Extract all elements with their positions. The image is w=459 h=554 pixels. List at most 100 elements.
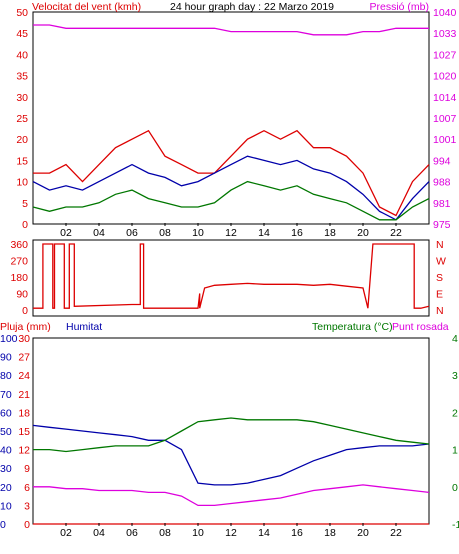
chart-title: 24 hour graph day : 22 Marzo 2019 [170,1,334,13]
temperature-tick-label: 2 [452,407,458,419]
wind-speed-tick-label: 40 [16,49,28,61]
pressure-tick-label: 1001 [433,134,457,146]
hour-label: 18 [324,227,336,239]
pressure-axis-label: Pressió (mb) [369,1,429,13]
hour-label: 20 [357,227,369,239]
wind-speed-tick-label: 35 [16,71,28,83]
wind-direction-degree-label: 270 [10,256,28,268]
temperature-tick-label: 4 [452,333,458,345]
wind-speed-axis-label: Velocitat del vent (kmh) [32,1,141,13]
hour-label: 02 [60,227,72,239]
pressure-tick-label: 988 [433,177,451,189]
hour-label: 16 [291,527,303,539]
wind-speed-tick-label: 50 [16,7,28,19]
wind-direction-compass-label: N [436,239,444,251]
humidity-tick-label: 10 [0,500,12,512]
hour-label: 10 [192,527,204,539]
humidity-temperature-hour-labels: 02 04 06 08 10 12 14 16 18 20 22 [60,523,402,539]
rain-tick-label: 12 [18,445,30,457]
pressure-tick-label: 981 [433,198,451,210]
wind-speed-hour-labels: 02 04 06 08 10 12 14 16 18 20 22 [60,223,402,239]
wind-direction-plot-frame [32,239,430,317]
hour-label: 02 [60,527,72,539]
humidity-temperature-panel: Pluja (mm) Humitat Temperatura (°C) Punt… [0,321,459,539]
series-line [33,24,429,36]
humidity-tick-label: 20 [0,482,12,494]
hour-label: 12 [225,227,237,239]
rain-tick-label: 18 [18,407,30,419]
humidity-axis-label: Humitat [66,321,102,333]
hour-label: 08 [159,227,171,239]
temperature-tick-label: -1 [452,519,459,531]
series-line [33,243,430,309]
hour-label: 16 [291,227,303,239]
humidity-tick-label: 50 [0,426,12,438]
humidity-tick-label: 70 [0,389,12,401]
rain-tick-label: 21 [18,389,30,401]
temperature-tick-label: 0 [452,482,458,494]
hour-label: 14 [258,227,270,239]
rain-tick-label: 9 [24,463,30,475]
hour-label: 20 [357,527,369,539]
hour-label: 08 [159,527,171,539]
wind-direction-degree-label: 360 [10,239,28,251]
series-line [33,484,430,507]
pressure-tick-label: 1033 [433,28,457,40]
pressure-tick-label: 1014 [433,92,457,104]
hour-label: 06 [126,227,138,239]
wind-speed-tick-label: 5 [22,198,28,210]
pressure-ticks: 1040 1033 1027 1020 1014 1007 1001 994 988 981 975 [433,7,457,231]
temperature-axis-label: Temperatura (°C) [312,321,393,333]
pressure-tick-label: 1020 [433,71,457,83]
rain-tick-label: 27 [18,352,30,364]
hour-label: 12 [225,527,237,539]
rain-tick-label: 6 [24,482,30,494]
humidity-tick-label: 100 [0,333,18,345]
rain-tick-label: 15 [18,426,30,438]
wind-speed-tick-label: 25 [16,113,28,125]
wind-direction-compass-label: E [436,289,443,301]
wind-speed-tick-label: 15 [16,155,28,167]
hour-label: 06 [126,527,138,539]
wind-direction-compass-label: S [436,272,443,284]
temperature-tick-label: 1 [452,445,458,457]
hour-label: 04 [93,227,105,239]
series-line [32,424,430,486]
wind-direction-compass-label: W [436,256,446,268]
humidity-tick-label: 40 [0,445,12,457]
rain-tick-label: 30 [18,333,30,345]
hour-label: 22 [390,227,402,239]
series-line [33,129,430,217]
humidity-tick-label: 80 [0,370,12,382]
series-line [32,155,430,221]
series-line [32,180,430,221]
wind-speed-tick-label: 30 [16,92,28,104]
wind-direction-degree-ticks: 360 270 180 90 0 [10,239,28,317]
pressure-tick-label: 1027 [433,49,457,61]
pressure-tick-label: 1040 [433,7,457,19]
pressure-tick-label: 975 [433,219,451,231]
wind-speed-tick-label: 10 [16,177,28,189]
wind-speed-panel: Velocitat del vent (kmh) 24 hour graph d… [16,1,456,239]
pressure-tick-label: 994 [433,155,451,167]
humidity-tick-label: 90 [0,352,12,364]
series-line [33,417,430,453]
hour-label: 04 [93,527,105,539]
temperature-ticks: 4 3 2 1 0 -1 [452,333,459,531]
rain-tick-label: 0 [24,519,30,531]
rain-tick-label: 3 [24,500,30,512]
humidity-tick-label: 60 [0,407,12,419]
rain-tick-label: 24 [18,370,30,382]
wind-direction-degree-label: 90 [16,289,28,301]
wind-speed-tick-label: 0 [22,219,28,231]
wind-direction-compass-label: N [436,305,444,317]
wind-direction-degree-label: 0 [22,305,28,317]
hour-label: 22 [390,527,402,539]
hour-label: 10 [192,227,204,239]
